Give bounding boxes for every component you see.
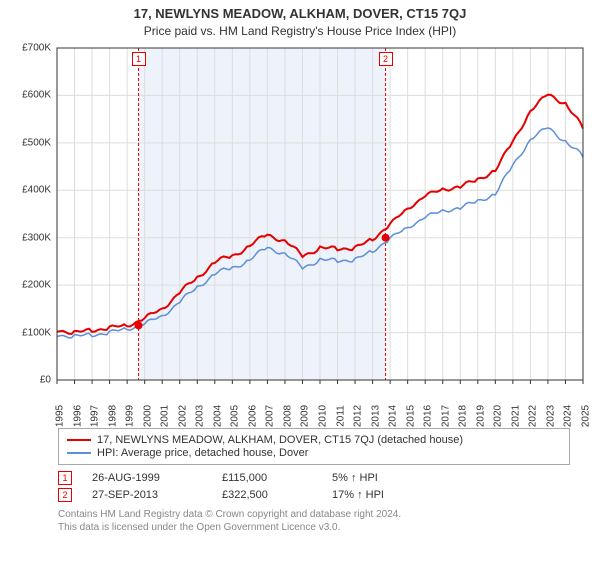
transaction-date: 26-AUG-1999: [92, 472, 202, 484]
transaction-price: £322,500: [222, 489, 312, 501]
legend-box: 17, NEWLYNS MEADOW, ALKHAM, DOVER, CT15 …: [58, 428, 570, 465]
x-tick-label: 2020: [493, 405, 504, 427]
y-tick-label: £500K: [5, 137, 51, 148]
transaction-pct: 5% ↑ HPI: [332, 472, 378, 484]
transaction-price: £115,000: [222, 472, 312, 484]
x-tick-label: 2022: [528, 405, 539, 427]
chart-svg: [5, 42, 595, 422]
legend-label: 17, NEWLYNS MEADOW, ALKHAM, DOVER, CT15 …: [97, 434, 463, 446]
y-tick-label: £300K: [5, 232, 51, 243]
chart-area: £0£100K£200K£300K£400K£500K£600K£700K199…: [5, 42, 595, 422]
x-tick-label: 2013: [370, 405, 381, 427]
x-tick-label: 2019: [475, 405, 486, 427]
x-tick-label: 2014: [388, 405, 399, 427]
x-tick-label: 1998: [107, 405, 118, 427]
x-tick-label: 2021: [510, 405, 521, 427]
transaction-pct: 17% ↑ HPI: [332, 489, 384, 501]
y-tick-label: £600K: [5, 90, 51, 101]
x-tick-label: 2004: [212, 405, 223, 427]
x-tick-label: 2024: [563, 405, 574, 427]
x-tick-label: 1996: [72, 405, 83, 427]
transaction-marker: 2: [58, 488, 72, 502]
legend-swatch: [67, 452, 91, 454]
footer-attribution: Contains HM Land Registry data © Crown c…: [58, 508, 570, 534]
y-tick-label: £700K: [5, 43, 51, 54]
transaction-date: 27-SEP-2013: [92, 489, 202, 501]
transaction-row: 2 27-SEP-2013 £322,500 17% ↑ HPI: [58, 488, 570, 502]
page-subtitle: Price paid vs. HM Land Registry's House …: [0, 24, 600, 38]
y-tick-label: £100K: [5, 327, 51, 338]
x-tick-label: 2002: [177, 405, 188, 427]
transaction-marker: 1: [58, 471, 72, 485]
footer-line-2: This data is licensed under the Open Gov…: [58, 521, 570, 534]
x-tick-label: 2016: [423, 405, 434, 427]
x-tick-label: 1999: [125, 405, 136, 427]
y-tick-label: £200K: [5, 280, 51, 291]
legend-row: HPI: Average price, detached house, Dove…: [67, 447, 561, 459]
legend-label: HPI: Average price, detached house, Dove…: [97, 447, 308, 459]
x-tick-label: 2011: [335, 405, 346, 427]
legend-row: 17, NEWLYNS MEADOW, ALKHAM, DOVER, CT15 …: [67, 434, 561, 446]
legend-swatch: [67, 439, 91, 441]
x-tick-label: 2010: [318, 405, 329, 427]
y-tick-label: £0: [5, 375, 51, 386]
x-tick-label: 2023: [545, 405, 556, 427]
x-tick-label: 2006: [247, 405, 258, 427]
transaction-row: 1 26-AUG-1999 £115,000 5% ↑ HPI: [58, 471, 570, 485]
chart-marker-1: 1: [132, 52, 146, 66]
x-tick-label: 2000: [142, 405, 153, 427]
x-tick-label: 2001: [160, 405, 171, 427]
footer-line-1: Contains HM Land Registry data © Crown c…: [58, 508, 570, 521]
x-tick-label: 2008: [282, 405, 293, 427]
x-tick-label: 2017: [440, 405, 451, 427]
x-tick-label: 1997: [90, 405, 101, 427]
x-tick-label: 2005: [230, 405, 241, 427]
x-tick-label: 2007: [265, 405, 276, 427]
transactions-table: 1 26-AUG-1999 £115,000 5% ↑ HPI 2 27-SEP-2013…: [58, 471, 570, 502]
page-title: 17, NEWLYNS MEADOW, ALKHAM, DOVER, CT15 …: [0, 6, 600, 21]
x-tick-label: 2009: [300, 405, 311, 427]
x-tick-label: 2015: [405, 405, 416, 427]
x-tick-label: 2018: [458, 405, 469, 427]
x-tick-label: 1995: [55, 405, 66, 427]
y-tick-label: £400K: [5, 185, 51, 196]
x-tick-label: 2025: [581, 405, 592, 427]
chart-marker-2: 2: [379, 52, 393, 66]
x-tick-label: 2003: [195, 405, 206, 427]
x-tick-label: 2012: [353, 405, 364, 427]
